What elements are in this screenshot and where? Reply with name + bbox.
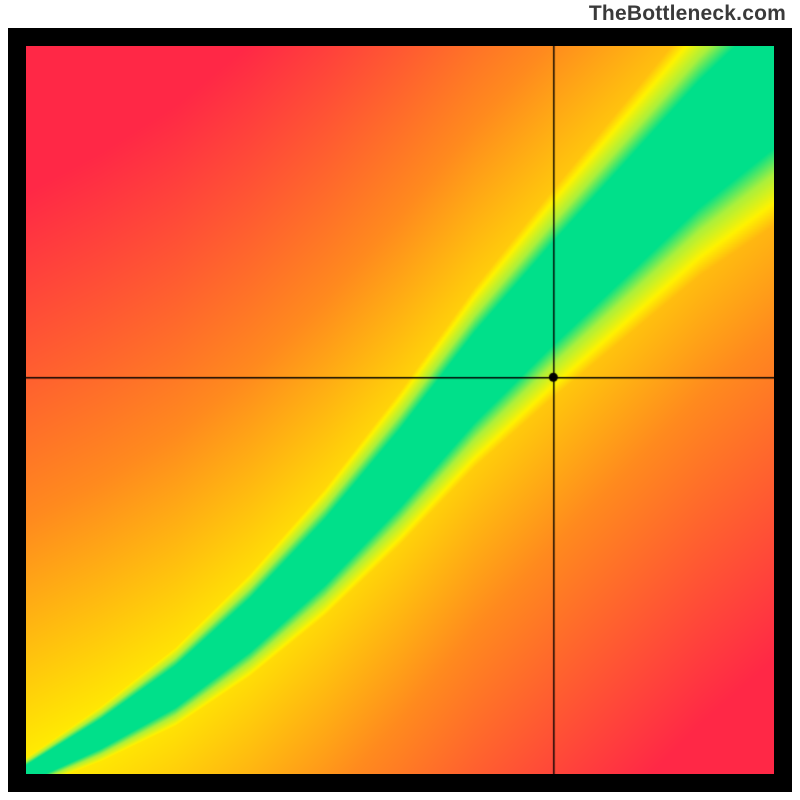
figure-container: TheBottleneck.com — [0, 0, 800, 800]
plot-frame — [8, 28, 792, 792]
watermark-text: TheBottleneck.com — [589, 2, 786, 26]
bottleneck-heatmap — [26, 46, 774, 774]
